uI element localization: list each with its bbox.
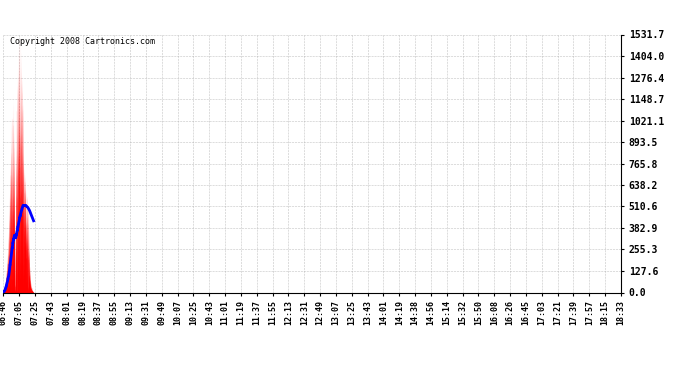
Text: Copyright 2008 Cartronics.com: Copyright 2008 Cartronics.com [10,37,155,46]
Text: West Array Actual Power (red) & Running Average Power (blue) (Watts) Mon Sep 22 : West Array Actual Power (red) & Running … [7,9,687,22]
